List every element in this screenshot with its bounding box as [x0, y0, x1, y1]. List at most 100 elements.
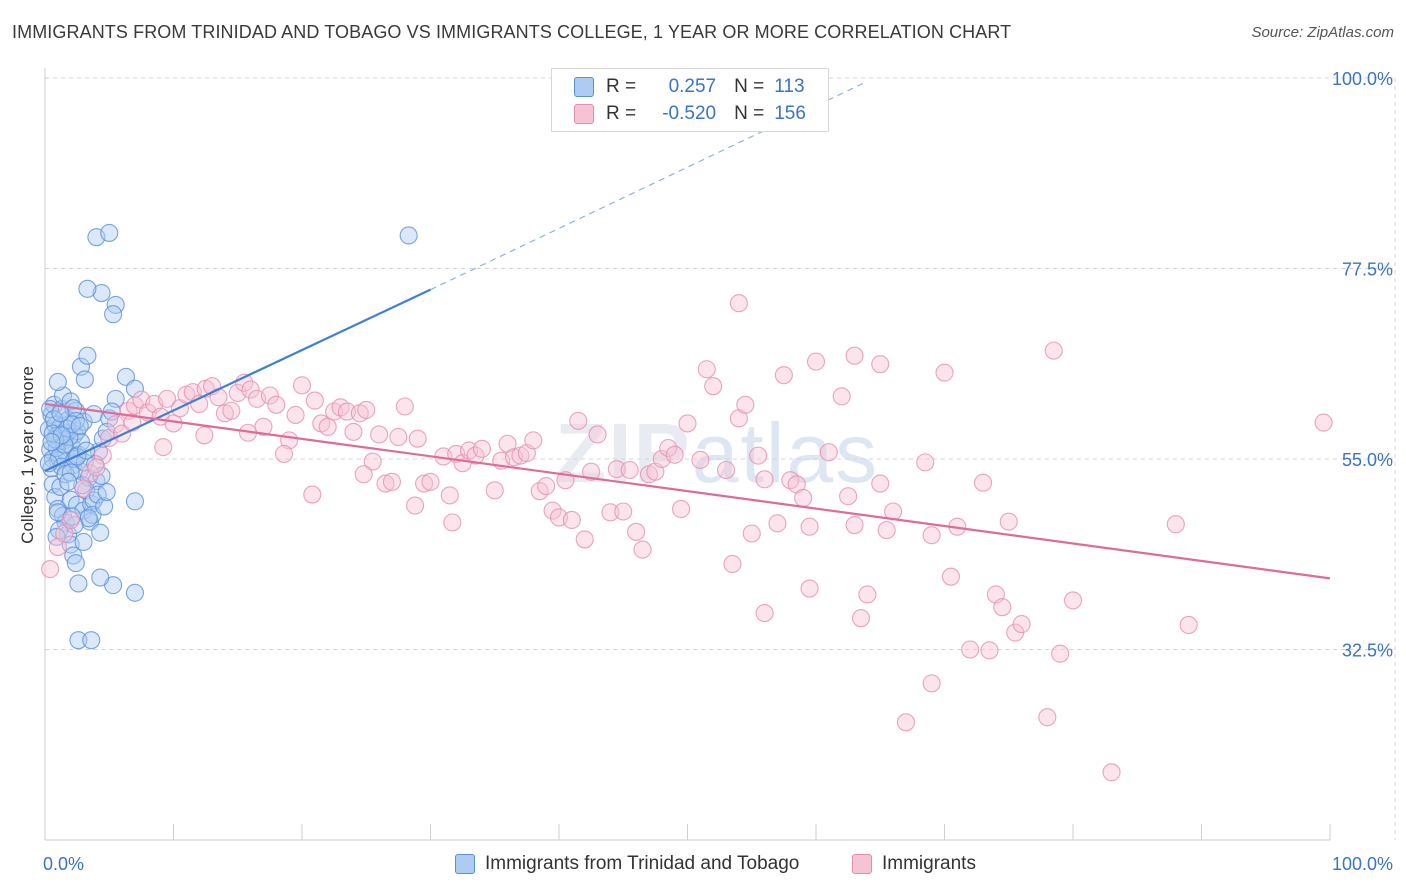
data-point [845, 346, 864, 365]
data-point [87, 458, 106, 477]
data-point [774, 366, 793, 385]
data-point [75, 370, 94, 389]
legend: R = 0.257 N = 113 R = -0.520 N = 156 [551, 68, 829, 132]
data-point [74, 532, 93, 552]
data-point [84, 405, 103, 424]
data-point [485, 481, 504, 500]
data-point [755, 604, 774, 623]
legend-r-label: R = [606, 76, 637, 97]
data-point [1038, 708, 1057, 727]
x-tick-label: 100.0% [1332, 854, 1393, 874]
data-point [408, 429, 427, 448]
bottom-legend-swatch-trinidad [455, 854, 475, 874]
data-point [42, 433, 61, 452]
data-point [1051, 644, 1070, 663]
data-point [92, 466, 111, 485]
data-point [755, 470, 774, 489]
data-point [742, 524, 761, 543]
data-point [415, 474, 434, 493]
data-point [627, 522, 646, 541]
data-point [736, 395, 755, 414]
data-point [851, 609, 871, 628]
data-point [839, 487, 858, 506]
tick-labels: 32.5% 55.0% 77.5% 100.0% 0.0% 100.0% [43, 69, 1393, 874]
data-point [723, 554, 742, 574]
data-point [222, 401, 241, 420]
data-point [91, 523, 110, 542]
data-point [51, 404, 70, 423]
bottom-legend-swatch-immigrants [852, 854, 872, 874]
data-point [399, 226, 418, 245]
data-point [659, 438, 678, 458]
data-point [620, 460, 639, 480]
x-tick-label: 0.0% [43, 854, 84, 874]
data-point [100, 223, 119, 242]
y-tick-label: 100.0% [1332, 69, 1393, 89]
data-point [260, 386, 279, 405]
data-point [716, 460, 736, 480]
data-point [48, 372, 67, 392]
series-immigrants-points [41, 294, 1333, 782]
data-point [678, 414, 697, 433]
data-point [93, 446, 112, 465]
data-point [46, 488, 65, 507]
data-point [806, 352, 826, 371]
data-point [74, 479, 93, 498]
data-point [274, 444, 294, 463]
data-point [768, 514, 787, 533]
legend-n-value: 156 [774, 103, 806, 124]
data-point [97, 482, 116, 502]
data-point [254, 417, 273, 436]
bottom-legend-label-trinidad: Immigrants from Trinidad and Tobago [485, 853, 800, 874]
data-point [125, 583, 144, 602]
data-point [607, 460, 626, 479]
legend-n-label: N = [734, 76, 765, 97]
data-point [466, 446, 485, 465]
data-point [305, 391, 324, 410]
data-point [1166, 515, 1185, 534]
data-point [858, 585, 877, 604]
data-point [832, 387, 851, 406]
data-point [1314, 413, 1333, 432]
data-point [961, 640, 980, 659]
data-point [691, 450, 710, 469]
data-point [973, 473, 993, 492]
data-point [354, 465, 373, 484]
data-point [871, 474, 890, 493]
data-point [999, 512, 1018, 531]
data-point [440, 486, 459, 505]
data-point [601, 503, 620, 522]
y-tick-label: 55.0% [1342, 450, 1393, 470]
bottom-legend-immigrants: Immigrants [852, 851, 976, 877]
data-point [241, 380, 260, 399]
data-point [749, 446, 768, 465]
data-point [125, 492, 144, 511]
data-point [537, 477, 556, 496]
data-point [614, 502, 633, 521]
data-point [896, 713, 916, 732]
data-point [363, 452, 382, 471]
data-point [697, 360, 716, 379]
data-point [941, 567, 960, 586]
data-point [569, 411, 588, 430]
data-point [92, 284, 111, 303]
legend-row-trinidad: R = 0.257 N = 113 [574, 75, 805, 99]
axes [44, 68, 1331, 841]
data-point [69, 631, 88, 650]
data-point [286, 405, 305, 425]
chart-title: IMMIGRANTS FROM TRINIDAD AND TOBAGO VS I… [12, 22, 1012, 42]
data-point [1102, 763, 1121, 782]
data-point [158, 389, 177, 408]
legend-r-value: -0.520 [662, 103, 717, 124]
data-point [421, 472, 440, 491]
bottom-legend-label-immigrants: Immigrants [882, 853, 976, 874]
source-credit: Source: ZipAtlas.com [1251, 24, 1394, 41]
data-point [406, 496, 425, 515]
data-point [61, 510, 80, 530]
data-point [382, 472, 402, 491]
legend-row-immigrants: R = -0.520 N = 156 [574, 102, 806, 126]
data-point [993, 598, 1012, 617]
data-point [935, 363, 954, 382]
data-point [370, 425, 389, 444]
